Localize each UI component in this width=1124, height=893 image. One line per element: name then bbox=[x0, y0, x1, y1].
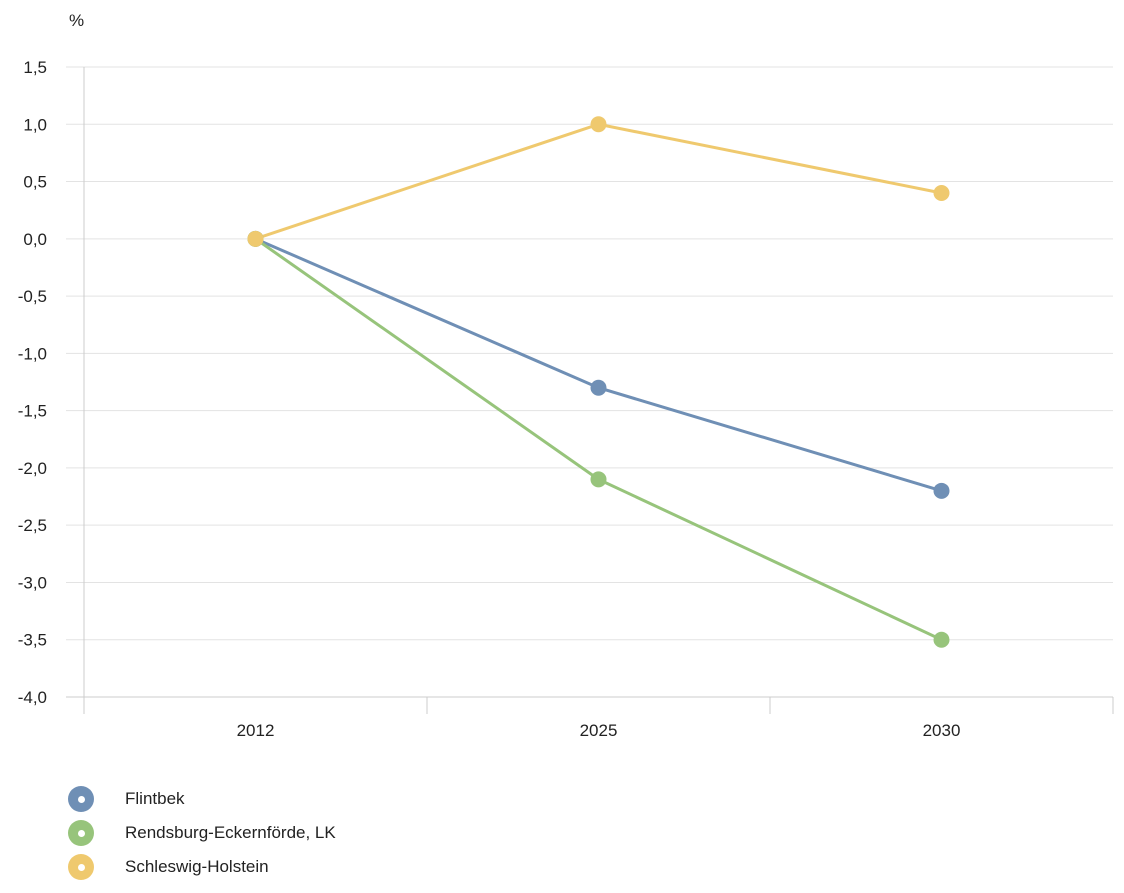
legend-marker-icon bbox=[68, 786, 94, 812]
y-tick-label: -0,5 bbox=[18, 287, 47, 306]
data-point[interactable] bbox=[933, 482, 950, 499]
y-tick-label: -4,0 bbox=[18, 688, 47, 707]
y-tick-label: -2,5 bbox=[18, 516, 47, 535]
legend-item[interactable]: Rendsburg-Eckernförde, LK bbox=[68, 816, 336, 850]
series-points bbox=[247, 116, 950, 648]
y-axis-unit-label: % bbox=[69, 11, 84, 30]
data-point[interactable] bbox=[590, 471, 607, 488]
y-tick-labels: 1,5 1,0 0,5 0,0 -0,5 -1,0 -1,5 -2,0 -2,5 -3,0 -3,5… bbox=[18, 58, 47, 707]
legend-label: Flintbek bbox=[125, 789, 185, 808]
y-tick-label: 1,5 bbox=[23, 58, 47, 77]
y-tick-label: -3,5 bbox=[18, 631, 47, 650]
x-tick-label: 2012 bbox=[237, 721, 275, 740]
series-line bbox=[254, 237, 942, 493]
legend: Flintbek Rendsburg-Eckernförde, LK Schlesw… bbox=[68, 782, 336, 884]
x-tick-label: 2025 bbox=[580, 721, 618, 740]
series-line bbox=[254, 237, 943, 642]
legend-item[interactable]: Schleswig-Holstein bbox=[68, 850, 336, 884]
x-tick-labels: 2012 2025 2030 bbox=[237, 721, 961, 740]
y-tick-label: -2,0 bbox=[18, 459, 47, 478]
legend-marker-icon bbox=[68, 854, 94, 880]
grid-lines bbox=[66, 66, 1113, 698]
legend-item[interactable]: Flintbek bbox=[68, 782, 336, 816]
y-tick-label: 0,5 bbox=[23, 173, 47, 192]
x-tick-label: 2030 bbox=[923, 721, 961, 740]
data-point[interactable] bbox=[590, 116, 607, 133]
data-point[interactable] bbox=[590, 379, 607, 396]
y-tick-label: -1,5 bbox=[18, 402, 47, 421]
data-point[interactable] bbox=[933, 631, 950, 648]
y-tick-label: 1,0 bbox=[23, 115, 47, 134]
legend-label: Schleswig-Holstein bbox=[125, 857, 269, 876]
y-tick-label: -1,0 bbox=[18, 344, 47, 363]
axes bbox=[66, 67, 1114, 714]
legend-label: Rendsburg-Eckernförde, LK bbox=[125, 823, 336, 842]
data-point[interactable] bbox=[247, 230, 264, 247]
data-point[interactable] bbox=[933, 185, 950, 201]
legend-marker-icon bbox=[68, 820, 94, 846]
line-chart: % 1,5 1,0 0,5 0,0 -0,5 -1,0 -1,5 -2,0 -2,5 -3,0 -3… bbox=[18, 11, 1114, 740]
y-tick-label: -3,0 bbox=[18, 573, 47, 592]
y-tick-label: 0,0 bbox=[23, 230, 47, 249]
